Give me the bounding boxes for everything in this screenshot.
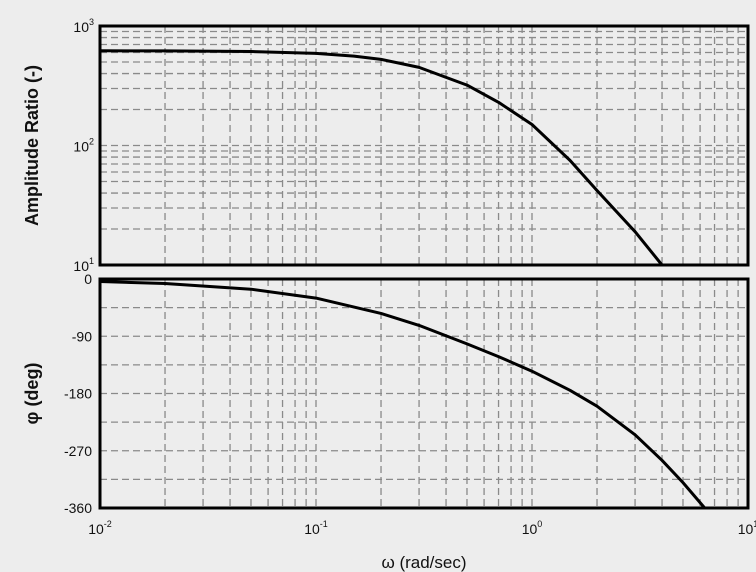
amplitude-frame <box>98 24 750 267</box>
frequency-xlabel: ω (rad/sec) <box>381 553 466 572</box>
grid-layer <box>100 26 748 508</box>
phase-ylabel: φ (deg) <box>22 363 42 425</box>
xtick-label: 101 <box>738 519 756 537</box>
amplitude-curve <box>99 49 664 266</box>
phase-ytick-label: -360 <box>64 500 92 516</box>
phase-curve <box>99 280 706 509</box>
phase-ytick-label: -90 <box>72 328 92 344</box>
phase-ytick-label: -180 <box>64 386 92 402</box>
phase-ytick-label: 0 <box>84 271 92 287</box>
phase-ytick-label: -270 <box>64 443 92 459</box>
amplitude-ylabel: Amplitude Ratio (-) <box>22 65 42 226</box>
xtick-label: 10-2 <box>88 519 112 537</box>
phase-frame <box>98 277 750 510</box>
xtick-label: 100 <box>522 519 543 537</box>
curve-layer <box>99 49 706 509</box>
amp-ytick-label: 103 <box>73 17 94 35</box>
xtick-label: 10-1 <box>304 519 328 537</box>
amp-ytick-label: 101 <box>73 256 94 274</box>
frame-layer <box>98 24 750 510</box>
amp-ytick-label: 102 <box>73 137 94 155</box>
